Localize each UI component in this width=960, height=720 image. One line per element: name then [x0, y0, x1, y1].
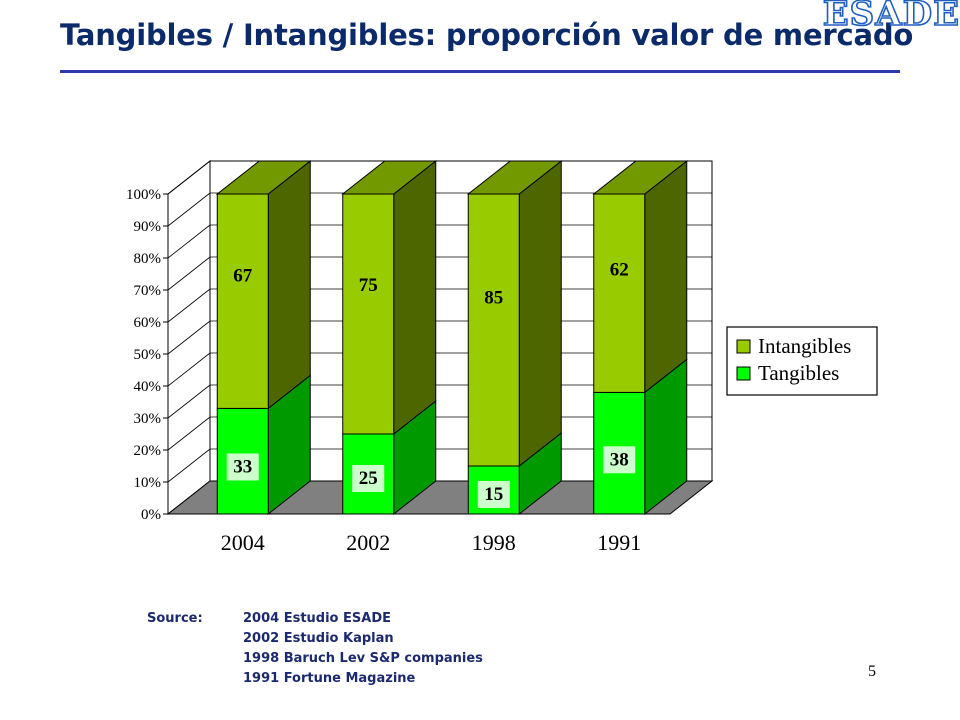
data-label-tangibles: 33: [233, 456, 252, 477]
bar-intangibles: [216, 193, 269, 409]
y-tick-label: 70%: [134, 283, 162, 299]
x-tick-label: 2002: [346, 530, 390, 555]
gridline-side: [167, 160, 211, 195]
x-tick-label: 2004: [221, 530, 265, 555]
data-label-box: [226, 453, 259, 481]
bar-top: [341, 160, 438, 195]
legend-box: [726, 326, 878, 396]
gridline-side: [167, 384, 211, 419]
gridline-side: [167, 288, 211, 323]
y-tick-label: 10%: [134, 475, 162, 491]
bar-side-intangibles: [644, 159, 688, 394]
bar-top: [466, 160, 563, 195]
source-label: Source:: [147, 611, 203, 626]
y-tick-label: 50%: [134, 347, 162, 363]
data-label-intangibles: 62: [610, 259, 629, 280]
bar-top: [592, 160, 689, 195]
page-number: 5: [868, 663, 876, 680]
data-label-box: [603, 446, 636, 474]
bar-top: [215, 160, 312, 195]
gridline-side: [167, 352, 211, 387]
y-tick-label: 80%: [134, 251, 162, 267]
legend-label: Tangibles: [758, 361, 839, 385]
title-divider: [60, 70, 900, 73]
data-label-box: [477, 481, 510, 508]
gridline-side: [167, 320, 211, 355]
source-line: 1991 Fortune Magazine: [243, 671, 416, 686]
data-label-intangibles: 67: [233, 265, 253, 286]
gridline-side: [167, 256, 211, 291]
x-tick-label: 1998: [472, 530, 516, 555]
data-label-tangibles: 15: [484, 484, 503, 505]
gridline-side: [167, 192, 211, 227]
data-label-tangibles: 25: [359, 468, 378, 489]
source-line: 2002 Estudio Kaplan: [243, 631, 394, 646]
data-label-tangibles: 38: [610, 449, 629, 470]
y-tick-label: 60%: [134, 315, 162, 331]
y-tick-label: 0%: [141, 507, 161, 523]
legend-swatch: [736, 366, 751, 381]
source-line: 2004 Estudio ESADE: [243, 611, 391, 626]
bar-intangibles: [593, 193, 646, 393]
bar-side-intangibles: [518, 159, 562, 468]
gridline-side: [167, 448, 211, 483]
bar-intangibles: [467, 193, 520, 467]
bar-side-intangibles: [267, 159, 311, 410]
data-label-intangibles: 85: [484, 287, 503, 308]
y-tick-label: 90%: [134, 219, 162, 235]
gridline-side: [167, 224, 211, 259]
data-label-intangibles: 75: [359, 275, 378, 296]
y-tick-label: 40%: [134, 379, 162, 395]
y-tick-label: 20%: [134, 443, 162, 459]
bar-side-intangibles: [393, 159, 437, 436]
bar-intangibles: [342, 193, 395, 435]
slide-title: Tangibles / Intangibles: proporción valo…: [60, 18, 914, 52]
data-label-box: [352, 465, 385, 492]
gridline-side: [167, 416, 211, 451]
legend-swatch: [736, 339, 751, 354]
y-tick-label: 30%: [134, 411, 162, 427]
source-line: 1998 Baruch Lev S&P companies: [243, 651, 483, 666]
x-tick-label: 1991: [597, 530, 641, 555]
esade-logo: ESADE: [822, 0, 960, 35]
legend-label: Intangibles: [758, 334, 851, 358]
y-tick-label: 100%: [126, 187, 161, 203]
